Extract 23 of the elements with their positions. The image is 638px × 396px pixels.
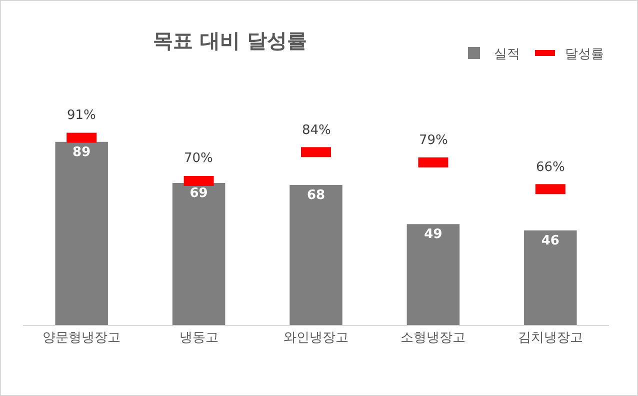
bar bbox=[406, 224, 460, 325]
bar bbox=[524, 230, 577, 325]
data-label: 89 bbox=[72, 144, 91, 160]
data-label: 69 bbox=[190, 186, 208, 201]
data-label: 84% bbox=[302, 123, 331, 138]
x-tick-label: 김치냉장고 bbox=[518, 330, 583, 346]
x-tick-label: 와인냉장고 bbox=[284, 330, 348, 346]
data-label: 46 bbox=[541, 233, 560, 248]
data-label: 91% bbox=[67, 108, 96, 123]
legend-label: 실적 bbox=[494, 47, 520, 62]
data-label: 70% bbox=[184, 151, 213, 166]
x-tick-label: 냉동고 bbox=[179, 330, 218, 346]
bar bbox=[172, 183, 226, 325]
data-label: 49 bbox=[424, 227, 442, 242]
data-label: 68 bbox=[306, 188, 326, 204]
data-label: 79% bbox=[419, 133, 448, 148]
x-tick-label: 소형냉장고 bbox=[400, 330, 466, 346]
data-label: 66% bbox=[536, 160, 565, 175]
x-tick-label: 양문형냉장고 bbox=[42, 330, 121, 346]
legend-label: 달성률 bbox=[565, 47, 604, 62]
bar bbox=[290, 185, 342, 325]
chart-title: 목표 대비 달성률 bbox=[152, 28, 307, 52]
bar bbox=[55, 142, 108, 325]
